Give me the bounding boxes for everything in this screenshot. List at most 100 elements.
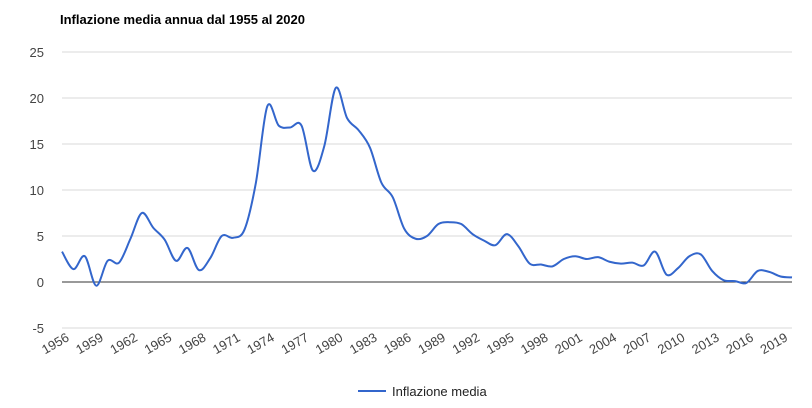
data-point[interactable] (299, 123, 305, 129)
x-tick-label: 2004 (586, 330, 619, 357)
data-point[interactable] (356, 127, 362, 133)
data-point[interactable] (698, 251, 704, 257)
data-point[interactable] (618, 261, 624, 267)
data-point[interactable] (458, 221, 464, 227)
data-point[interactable] (287, 124, 293, 130)
grid-layer (62, 51, 792, 329)
x-tick-label: 1998 (518, 330, 551, 357)
x-tick-label: 1965 (142, 330, 175, 357)
data-point[interactable] (184, 245, 190, 251)
data-point[interactable] (595, 254, 601, 260)
data-point[interactable] (664, 272, 670, 278)
data-point[interactable] (276, 123, 282, 129)
data-point[interactable] (105, 258, 111, 264)
data-point[interactable] (504, 231, 510, 237)
data-point[interactable] (230, 235, 236, 241)
data-point[interactable] (549, 263, 555, 269)
data-point[interactable] (481, 238, 487, 244)
data-point[interactable] (572, 253, 578, 259)
data-point[interactable] (162, 237, 168, 243)
data-point[interactable] (424, 233, 430, 239)
data-point[interactable] (629, 260, 635, 266)
x-tick-label: 2013 (689, 330, 722, 357)
y-tick-label: 20 (30, 91, 44, 106)
data-point[interactable] (492, 242, 498, 248)
data-point[interactable] (264, 103, 270, 109)
y-tick-label: 5 (37, 229, 44, 244)
data-point[interactable] (584, 256, 590, 262)
data-point[interactable] (390, 194, 396, 200)
data-point[interactable] (59, 249, 65, 255)
data-point[interactable] (344, 115, 350, 121)
data-point[interactable] (127, 236, 133, 242)
data-point[interactable] (641, 262, 647, 268)
data-point[interactable] (538, 262, 544, 268)
data-point[interactable] (755, 268, 761, 274)
legend-label: Inflazione media (392, 384, 487, 399)
legend[interactable]: Inflazione media (358, 384, 487, 399)
x-tick-label: 1992 (450, 330, 483, 357)
data-point[interactable] (447, 219, 453, 225)
data-point[interactable] (789, 274, 795, 280)
data-point[interactable] (207, 255, 213, 261)
x-tick-label: 1977 (278, 330, 311, 357)
data-point[interactable] (435, 221, 441, 227)
y-tick-label: -5 (32, 321, 44, 336)
data-point[interactable] (515, 243, 521, 249)
y-tick-label: 15 (30, 137, 44, 152)
data-point[interactable] (686, 253, 692, 259)
data-point[interactable] (173, 258, 179, 264)
series-line[interactable] (61, 86, 793, 287)
data-point[interactable] (766, 269, 772, 275)
data-point[interactable] (139, 210, 145, 216)
data-point[interactable] (470, 231, 476, 237)
data-point[interactable] (367, 145, 373, 151)
chart-title: Inflazione media annua dal 1955 al 2020 (60, 12, 305, 27)
x-tick-label: 2010 (655, 330, 688, 357)
data-point[interactable] (652, 249, 658, 255)
x-tick-label: 1995 (484, 330, 517, 357)
data-point[interactable] (778, 273, 784, 279)
data-point[interactable] (242, 227, 248, 233)
data-point[interactable] (401, 226, 407, 232)
y-axis-labels: 25 20 15 10 5 0 -5 (30, 45, 44, 336)
data-point[interactable] (196, 267, 202, 273)
y-tick-label: 0 (37, 275, 44, 290)
x-axis-labels: 1956 1959 1962 1965 1968 1971 1974 1977 1980 1983… (39, 330, 790, 357)
data-point[interactable] (709, 268, 715, 274)
x-tick-label: 1989 (415, 330, 448, 357)
y-tick-label: 10 (30, 183, 44, 198)
x-tick-label: 1986 (381, 330, 414, 357)
data-point[interactable] (743, 280, 749, 286)
data-point[interactable] (378, 180, 384, 186)
data-point[interactable] (561, 256, 567, 262)
data-point[interactable] (116, 260, 122, 266)
data-point[interactable] (732, 278, 738, 284)
data-point[interactable] (607, 259, 613, 265)
x-tick-label: 1968 (176, 330, 209, 357)
x-tick-label: 2016 (723, 330, 756, 357)
x-tick-label: 1971 (210, 330, 243, 357)
data-point[interactable] (253, 180, 259, 186)
data-point[interactable] (93, 283, 99, 289)
data-point[interactable] (721, 277, 727, 283)
data-point[interactable] (82, 253, 88, 259)
x-tick-label: 1959 (73, 330, 106, 357)
data-point[interactable] (219, 233, 225, 239)
x-tick-label: 2001 (552, 330, 585, 357)
data-point[interactable] (150, 225, 156, 231)
x-tick-label: 1962 (107, 330, 140, 357)
y-tick-label: 25 (30, 45, 44, 60)
data-point[interactable] (333, 85, 339, 91)
data-point[interactable] (70, 266, 76, 272)
data-point[interactable] (321, 143, 327, 149)
data-point[interactable] (527, 261, 533, 267)
data-point[interactable] (413, 236, 419, 242)
x-tick-label: 2019 (758, 330, 791, 357)
data-point[interactable] (675, 265, 681, 271)
x-tick-label: 1983 (347, 330, 380, 357)
series-layer (59, 85, 795, 289)
x-tick-label: 2007 (621, 330, 654, 357)
data-point[interactable] (310, 168, 316, 174)
